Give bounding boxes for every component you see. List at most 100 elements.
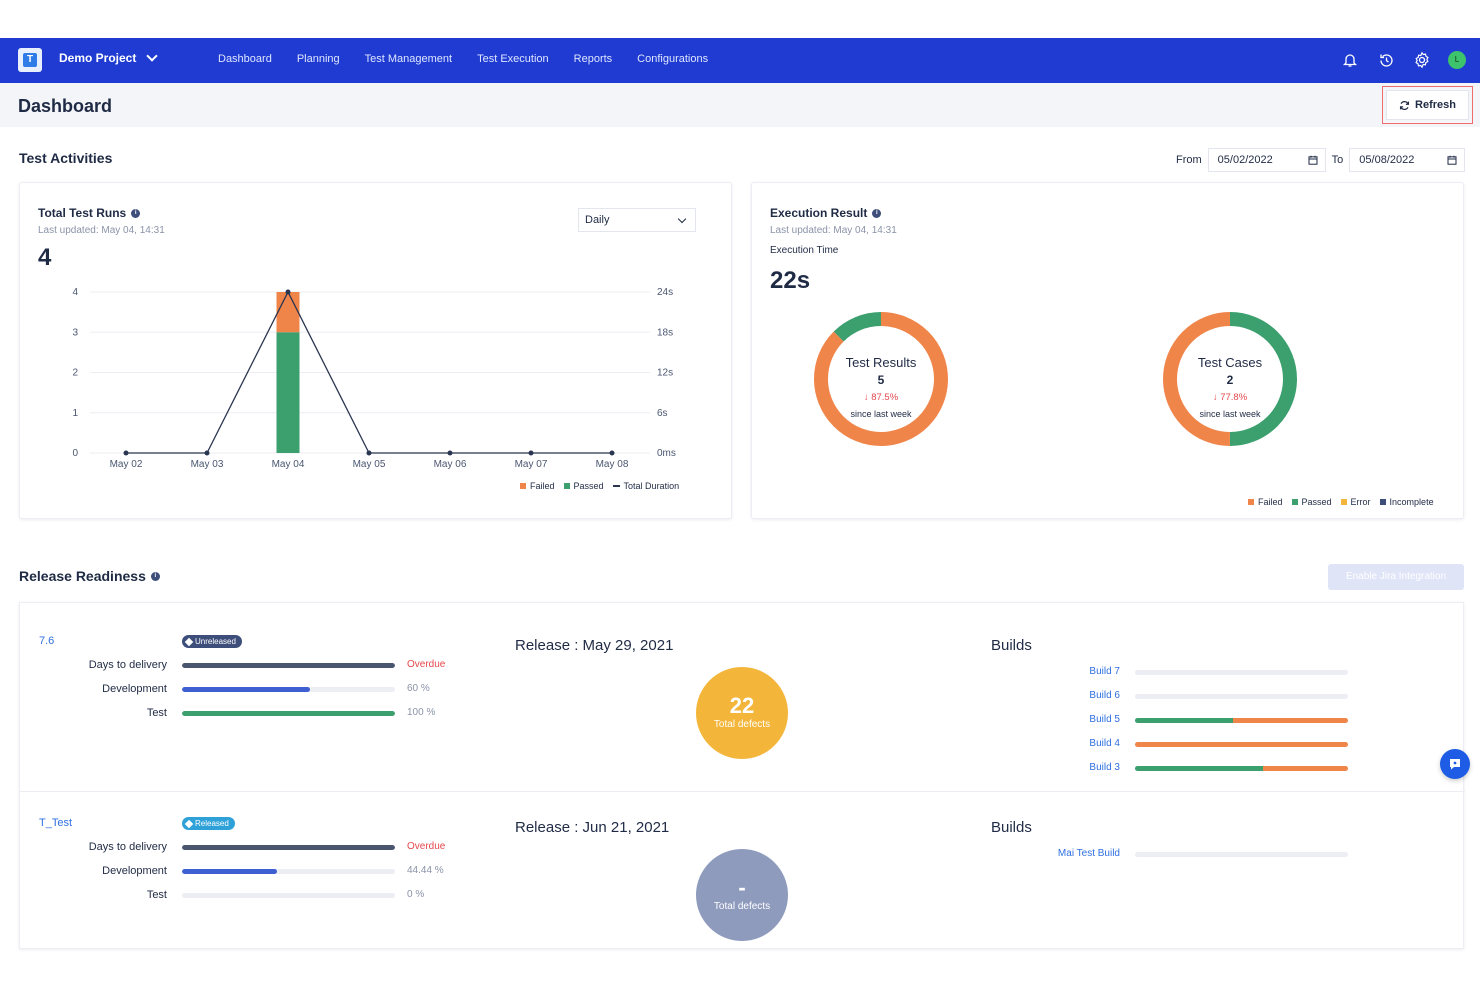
donut-title: Test Results (846, 355, 917, 370)
nav-dashboard[interactable]: Dashboard (218, 53, 272, 65)
duration-point[interactable] (447, 450, 453, 456)
chevron-down-icon (146, 50, 159, 62)
metric-value: Overdue (407, 659, 446, 670)
donut-change: ↓ 77.8% (1213, 392, 1248, 403)
progress-fill (182, 687, 310, 692)
donut-slice[interactable] (814, 312, 948, 446)
y2-tick-label: 6s (657, 408, 668, 419)
bar-passed[interactable] (276, 332, 300, 453)
total-defects-value: - (738, 875, 746, 900)
build-link[interactable]: Build 6 (1089, 690, 1120, 701)
legend-incomplete-label: Incomplete (1389, 497, 1434, 507)
donut-value: 5 (878, 373, 885, 387)
history-icon[interactable] (1376, 50, 1396, 70)
info-icon[interactable]: i (872, 208, 882, 218)
builds-title: Builds (991, 637, 1032, 654)
legend-incomplete[interactable]: Incomplete (1379, 497, 1434, 507)
legend-duration-label: Total Duration (623, 481, 680, 491)
metric-label: Days to delivery (88, 659, 167, 671)
duration-point[interactable] (204, 450, 210, 456)
duration-point[interactable] (285, 289, 291, 295)
build-passed-segment (1135, 766, 1263, 771)
bar-failed[interactable] (276, 292, 300, 333)
avatar[interactable]: L (1448, 51, 1466, 69)
total-runs-value: 4 (38, 244, 52, 271)
page-title: Dashboard (18, 96, 113, 116)
legend-failed-swatch (1248, 499, 1254, 505)
total-defects-circle[interactable]: - Total defects (696, 849, 788, 941)
exec-legend: Failed Passed Error Incomplete (1248, 497, 1434, 507)
info-icon[interactable]: i (131, 208, 141, 218)
project-switcher[interactable]: Demo Project (59, 50, 159, 65)
row-divider (20, 791, 1465, 792)
donut-value: 2 (1227, 373, 1234, 387)
test-activities-title-text: Test Activities (19, 150, 113, 166)
legend-total-duration[interactable]: Total Duration (612, 481, 680, 491)
enable-jira-integration-button[interactable]: Enable Jira Integration (1328, 564, 1464, 590)
execution-result-title: Execution Result i (770, 206, 882, 220)
build-link[interactable]: Build 7 (1089, 666, 1120, 677)
duration-point[interactable] (123, 450, 129, 456)
legend-incomplete-swatch (1379, 499, 1386, 505)
metric-label: Development (102, 683, 167, 695)
metric-value: 44.44 % (407, 865, 444, 876)
gear-icon[interactable] (1412, 50, 1432, 70)
app-logo[interactable]: T (18, 48, 42, 72)
total-defects-circle[interactable]: 22 Total defects (696, 667, 788, 759)
total-test-runs-card: Total Test Runs i Last updated: May 04, … (19, 182, 732, 519)
legend-passed[interactable]: Passed (563, 481, 604, 491)
y2-tick-label: 12s (657, 368, 673, 379)
build-link[interactable]: Build 5 (1089, 714, 1120, 725)
x-tick-label: May 05 (353, 459, 386, 470)
nav-test-execution[interactable]: Test Execution (477, 53, 549, 65)
to-date-field[interactable]: 05/08/2022 (1349, 148, 1466, 172)
legend-passed[interactable]: Passed (1291, 497, 1332, 507)
duration-point[interactable] (366, 450, 372, 456)
nav-reports[interactable]: Reports (573, 53, 613, 65)
build-link[interactable]: Build 3 (1089, 762, 1120, 773)
duration-point[interactable] (609, 450, 615, 456)
progress-fill (182, 663, 395, 668)
nav-planning[interactable]: Planning (296, 53, 340, 65)
progress-track (182, 687, 395, 692)
refresh-button[interactable]: Refresh (1386, 90, 1469, 120)
legend-passed-label: Passed (573, 481, 604, 491)
build-progress-track (1135, 718, 1348, 723)
period-select[interactable]: Daily (578, 208, 696, 232)
chat-support-button[interactable] (1440, 749, 1470, 779)
legend-failed[interactable]: Failed (520, 481, 555, 491)
release-name-link[interactable]: T_Test (39, 817, 73, 829)
release-name-link[interactable]: 7.6 (39, 635, 55, 647)
x-tick-label: May 02 (110, 459, 143, 470)
y2-tick-label: 0ms (657, 448, 676, 459)
period-select-value: Daily (585, 214, 610, 226)
release-row: 7.6 Unreleased Days to delivery Overdue … (20, 603, 1465, 785)
progress-track (182, 711, 395, 716)
runs-last-updated: Last updated: May 04, 14:31 (38, 225, 165, 236)
metric-value: 60 % (407, 683, 430, 694)
legend-passed-swatch (563, 483, 570, 489)
bell-icon[interactable] (1340, 50, 1360, 70)
build-link[interactable]: Mai Test Build (1057, 848, 1120, 859)
legend-failed-label: Failed (530, 481, 555, 491)
legend-failed[interactable]: Failed (1248, 497, 1283, 507)
legend-failed-swatch (520, 483, 526, 489)
nav-test-management[interactable]: Test Management (364, 53, 453, 65)
nav-configurations[interactable]: Configurations (637, 53, 709, 65)
donut-title: Test Cases (1198, 355, 1263, 370)
build-link[interactable]: Build 4 (1089, 738, 1120, 749)
refresh-button-highlight: Refresh (1382, 86, 1473, 124)
legend-error[interactable]: Error (1340, 497, 1371, 507)
x-tick-label: May 06 (434, 459, 467, 470)
donut-slice[interactable] (1163, 312, 1297, 446)
info-icon[interactable]: i (150, 571, 160, 581)
top-icons: L (1340, 50, 1466, 70)
legend-failed-label: Failed (1258, 497, 1283, 507)
from-date-field[interactable]: 05/02/2022 (1207, 148, 1326, 172)
duration-point[interactable] (528, 450, 534, 456)
status-badge-label: Unreleased (195, 637, 236, 646)
total-defects-label: Total defects (713, 719, 771, 730)
donut-change: ↓ 87.5% (864, 392, 899, 403)
release-readiness-title-text: Release Readiness (19, 568, 146, 584)
x-tick-label: May 04 (272, 459, 305, 470)
